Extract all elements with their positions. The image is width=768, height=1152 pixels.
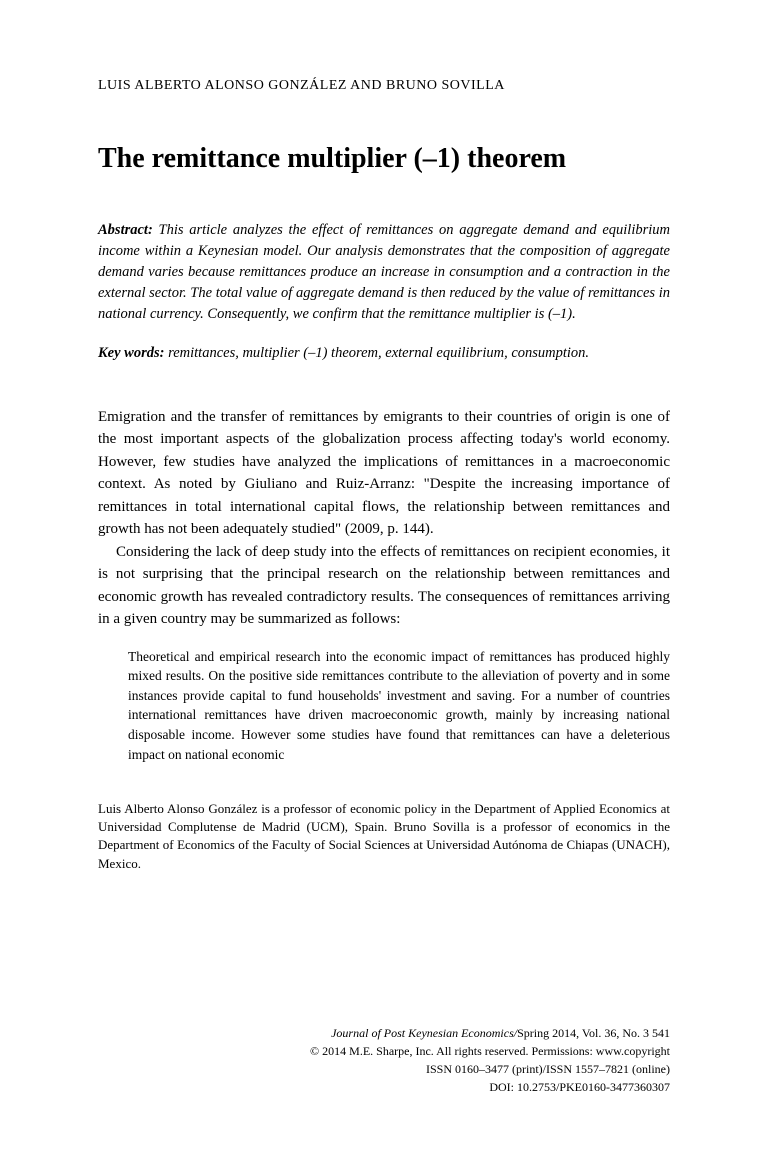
abstract-label: Abstract: bbox=[98, 222, 153, 238]
journal-line: Journal of Post Keynesian Economics/Spri… bbox=[310, 1024, 670, 1042]
block-quote: Theoretical and empirical research into … bbox=[128, 647, 670, 764]
article-title: The remittance multiplier (–1) theorem bbox=[98, 142, 670, 176]
abstract-block: Abstract: This article analyzes the effe… bbox=[98, 220, 670, 325]
body-paragraph-1: Emigration and the transfer of remittanc… bbox=[98, 406, 670, 541]
keywords-text: remittances, multiplier (–1) theorem, ex… bbox=[164, 345, 589, 361]
journal-name: Journal of Post Keynesian Economics/ bbox=[331, 1026, 517, 1040]
issn-line: ISSN 0160–3477 (print)/ISSN 1557–7821 (o… bbox=[310, 1060, 670, 1078]
author-bio: Luis Alberto Alonso González is a profes… bbox=[98, 800, 670, 873]
issue-info: Spring 2014, Vol. 36, No. 3 541 bbox=[517, 1026, 670, 1040]
keywords-block: Key words: remittances, multiplier (–1) … bbox=[98, 343, 670, 364]
keywords-label: Key words: bbox=[98, 345, 164, 361]
footer-block: Journal of Post Keynesian Economics/Spri… bbox=[310, 1024, 670, 1096]
abstract-text: This article analyzes the effect of remi… bbox=[98, 222, 670, 322]
doi-line: DOI: 10.2753/PKE0160-3477360307 bbox=[310, 1078, 670, 1096]
body-paragraph-2: Considering the lack of deep study into … bbox=[98, 541, 670, 631]
copyright-line: © 2014 M.E. Sharpe, Inc. All rights rese… bbox=[310, 1042, 670, 1060]
authors-line: LUIS ALBERTO ALONSO GONZÁLEZ AND BRUNO S… bbox=[98, 78, 670, 94]
